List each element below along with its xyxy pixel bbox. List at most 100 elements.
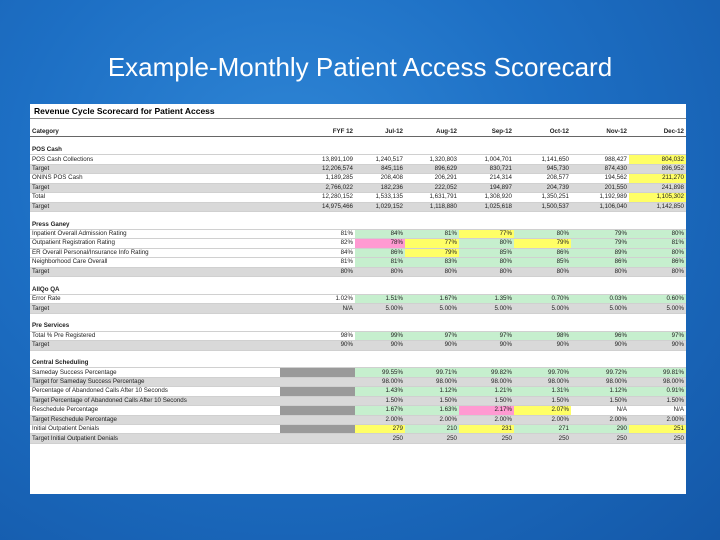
empty-cell — [405, 322, 459, 332]
value-cell: 2.00% — [514, 415, 571, 426]
value-cell: 2,766,022 — [280, 183, 355, 194]
metric-label: ONINS POS Cash — [30, 173, 280, 184]
value-cell: 290 — [571, 424, 629, 435]
target-row: Target Percentage of Abandoned Calls Aft… — [30, 396, 686, 407]
empty-cell — [514, 322, 571, 332]
metric-label: Target Initial Outpatient Denials — [30, 433, 280, 444]
value-cell: 78% — [355, 238, 405, 249]
metric-label: Target — [30, 164, 280, 175]
spacer-row — [30, 350, 686, 359]
metric-row: ER Overall Personal/Insurance Info Ratin… — [30, 248, 686, 259]
value-cell: 80% — [514, 229, 571, 240]
value-cell: 2.07% — [514, 405, 571, 416]
value-cell: 99.72% — [571, 367, 629, 378]
value-cell: 1,308,920 — [459, 192, 514, 203]
value-cell: 90% — [629, 340, 686, 351]
value-cell: 5.00% — [571, 303, 629, 314]
metric-label: Error Rate — [30, 294, 280, 305]
value-cell: 98.00% — [629, 377, 686, 388]
value-cell: 1.67% — [355, 405, 405, 416]
column-header: Jul-12 — [355, 128, 405, 138]
value-cell: 2.00% — [571, 415, 629, 426]
value-cell: 12,206,574 — [280, 164, 355, 175]
value-cell: 81% — [629, 238, 686, 249]
slide-title: Example-Monthly Patient Access Scorecard — [107, 52, 613, 82]
target-row: Target 90% 90% 90% 90% 90% 90% 90% — [30, 340, 686, 351]
value-cell: 77% — [459, 229, 514, 240]
empty-cell — [459, 313, 514, 322]
metric-label: Target — [30, 202, 280, 212]
empty-cell — [280, 350, 355, 359]
empty-cell — [405, 358, 459, 369]
target-row: Target 80% 80% 80% 80% 80% 80% 80% — [30, 267, 686, 278]
section-label: POS Cash — [30, 145, 280, 156]
value-cell: 5.00% — [459, 303, 514, 314]
value-cell: 2.00% — [459, 415, 514, 426]
value-cell: 5.00% — [629, 303, 686, 314]
empty-cell — [355, 350, 405, 359]
value-cell: 1.12% — [405, 386, 459, 397]
value-cell: 1,142,850 — [629, 202, 686, 212]
value-cell: 1.50% — [514, 396, 571, 407]
empty-cell — [355, 313, 405, 322]
target-row: Target 14,975,466 1,029,152 1,118,880 1,025,… — [30, 202, 686, 212]
empty-cell — [30, 211, 280, 220]
metric-row: Inpatient Overall Admission Rating 81% 84%… — [30, 229, 686, 240]
value-cell: 86% — [514, 248, 571, 259]
value-cell: 206,291 — [405, 173, 459, 184]
value-cell: 1.63% — [405, 405, 459, 416]
empty-cell — [571, 350, 629, 359]
value-cell: N/A — [571, 405, 629, 416]
value-cell — [280, 367, 355, 378]
empty-cell — [514, 277, 571, 286]
value-cell: 5.00% — [405, 303, 459, 314]
value-cell: 2.00% — [629, 415, 686, 426]
metric-row: POS Cash Collections 13,891,109 1,240,517 1… — [30, 154, 686, 165]
value-cell: 1,141,650 — [514, 154, 571, 165]
value-cell: 1.21% — [459, 386, 514, 397]
metric-row: Percentage of Abandoned Calls After 10 S… — [30, 386, 686, 397]
empty-cell — [280, 277, 355, 286]
value-cell: 80% — [459, 238, 514, 249]
value-cell: 90% — [280, 340, 355, 351]
column-header: Dec-12 — [629, 128, 686, 138]
value-cell: 1,106,040 — [571, 202, 629, 212]
value-cell: 208,408 — [355, 173, 405, 184]
target-row: Target N/A 5.00% 5.00% 5.00% 5.00% 5.00% 5.00% — [30, 303, 686, 314]
target-row: Target for Sameday Success Percentage 98.… — [30, 377, 686, 388]
value-cell: 85% — [459, 248, 514, 259]
value-cell — [280, 396, 355, 407]
value-cell: 1.12% — [571, 386, 629, 397]
value-cell: 79% — [571, 229, 629, 240]
section-label: Central Scheduling — [30, 358, 280, 369]
value-cell: 1.50% — [405, 396, 459, 407]
column-header-row: Category FYF 12 Jul-12 Aug-12 Sep-12 Oct-12 No… — [30, 128, 686, 138]
value-cell: 1,320,803 — [405, 154, 459, 165]
empty-cell — [459, 350, 514, 359]
metric-label: Target — [30, 183, 280, 194]
empty-cell — [459, 137, 514, 146]
empty-cell — [629, 358, 686, 369]
empty-cell — [629, 350, 686, 359]
empty-cell — [405, 220, 459, 230]
empty-cell — [30, 350, 280, 359]
empty-cell — [30, 313, 280, 322]
value-cell: 845,116 — [355, 164, 405, 175]
sheet-title: Revenue Cycle Scorecard for Patient Acce… — [30, 104, 686, 119]
metric-label: Percentage of Abandoned Calls After 10 S… — [30, 386, 280, 397]
scorecard-sheet: Revenue Cycle Scorecard for Patient Acce… — [30, 104, 686, 494]
value-cell: 201,550 — [571, 183, 629, 194]
value-cell: 1.67% — [405, 294, 459, 305]
empty-cell — [514, 313, 571, 322]
value-cell: 1,025,618 — [459, 202, 514, 212]
value-cell — [280, 424, 355, 435]
empty-cell — [459, 322, 514, 332]
value-cell: 90% — [405, 340, 459, 351]
value-cell: 86% — [571, 257, 629, 268]
value-cell: 1,631,791 — [405, 192, 459, 203]
empty-cell — [459, 211, 514, 220]
metric-label: Inpatient Overall Admission Rating — [30, 229, 280, 240]
empty-cell — [571, 211, 629, 220]
metric-label: Initial Outpatient Denials — [30, 424, 280, 435]
metric-row: Total % Pre Registered 98% 99% 97% 97% 98% 96%… — [30, 331, 686, 342]
